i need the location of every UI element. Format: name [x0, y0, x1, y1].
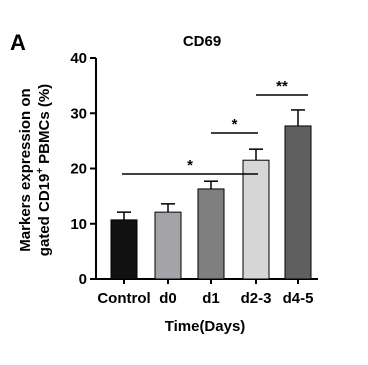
bar: [110, 219, 138, 280]
significance-label: **: [276, 78, 288, 95]
y-label-part: PBMCs (%): [36, 84, 53, 164]
bar: [284, 125, 312, 280]
y-label-line: gated CD19+ PBMCs (%): [35, 84, 53, 256]
error-bar: [249, 148, 263, 161]
x-tick-label: d4-5: [283, 290, 314, 307]
significance-label: *: [232, 116, 238, 133]
y-tick-label: 40: [70, 50, 87, 67]
y-label-sup: +: [35, 168, 46, 174]
panel-label: A: [10, 30, 26, 55]
error-bar: [117, 211, 131, 220]
y-label-part: gated CD19: [36, 174, 53, 257]
y-tick-label: 10: [70, 216, 87, 233]
bar: [242, 159, 270, 280]
x-tick-label: d2-3: [241, 290, 272, 307]
bar: [197, 188, 225, 280]
x-axis-label: Time(Days): [165, 318, 246, 335]
x-tick-label: d0: [159, 290, 177, 307]
y-label-line: Markers expression on: [17, 88, 34, 251]
chart-title: CD69: [183, 33, 221, 50]
error-bar: [161, 203, 175, 213]
x-tick-label: d1: [202, 290, 220, 307]
y-axis-label: Markers expression on gated CD19+ PBMCs (…: [17, 84, 53, 256]
error-bar: [204, 180, 218, 189]
y-tick-label: 0: [79, 271, 87, 288]
error-bar: [291, 109, 305, 126]
bar: [154, 211, 182, 280]
significance-label: *: [187, 157, 193, 174]
y-tick-label: 30: [70, 105, 87, 122]
y-tick-label: 20: [70, 161, 87, 178]
x-tick-label: Control: [97, 290, 150, 307]
